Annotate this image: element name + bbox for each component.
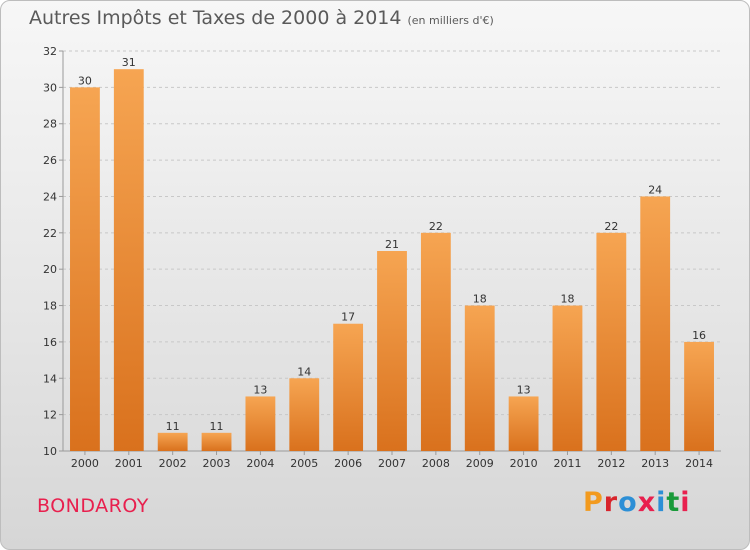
- x-tick-label: 2013: [641, 457, 669, 470]
- data-label: 13: [253, 383, 267, 396]
- place-name: BONDAROY: [37, 495, 149, 517]
- bar-2007: [377, 251, 407, 451]
- y-tick-label: 32: [43, 45, 57, 58]
- x-tick-label: 2003: [203, 457, 231, 470]
- data-label: 21: [385, 238, 399, 251]
- bar-2004: [245, 396, 276, 451]
- logo-letter: x: [637, 487, 657, 518]
- bar-2003: [201, 432, 232, 451]
- data-label: 22: [604, 220, 618, 233]
- y-tick-label: 30: [43, 81, 57, 94]
- bar-2013: [640, 196, 671, 451]
- bars: [70, 69, 714, 451]
- data-label: 22: [429, 220, 443, 233]
- x-tick-label: 2005: [290, 457, 318, 470]
- x-tick-label: 2001: [115, 457, 143, 470]
- data-labels: 30 31 11 11 13 14 17 21 22 18 13 18 22 24 16: [78, 56, 706, 433]
- bar-2011: [552, 305, 583, 451]
- y-tick-label: 10: [43, 445, 57, 458]
- logo-letter: r: [603, 487, 619, 518]
- data-label: 18: [560, 293, 574, 306]
- y-tick-label: 26: [43, 154, 57, 167]
- x-tick-label: 2009: [466, 457, 494, 470]
- bar-2006: [333, 323, 364, 451]
- x-tick-label: 2000: [71, 457, 99, 470]
- bar-2000: [70, 87, 100, 451]
- bar-2005: [289, 378, 320, 451]
- bar-2002: [157, 432, 188, 451]
- data-label: 17: [341, 311, 355, 324]
- data-label: 14: [297, 365, 311, 378]
- logo-letter: i: [656, 487, 667, 518]
- data-label: 30: [78, 74, 92, 87]
- x-tick-label: 2002: [159, 457, 187, 470]
- y-tick-label: 20: [43, 263, 57, 276]
- data-label: 11: [166, 420, 180, 433]
- logo-letter: P: [583, 487, 604, 518]
- data-label: 24: [648, 183, 662, 196]
- logo-letter: t: [666, 487, 681, 518]
- x-tick-label: 2011: [553, 457, 581, 470]
- data-label: 18: [473, 293, 487, 306]
- chart-title-text: Autres Impôts et Taxes de 2000 à 2014: [29, 7, 402, 29]
- y-tick-label: 24: [43, 190, 57, 203]
- y-tick-label: 22: [43, 227, 57, 240]
- y-tick-label: 18: [43, 300, 57, 313]
- proxiti-logo[interactable]: Proxiti: [583, 487, 691, 518]
- bar-2014: [684, 341, 714, 451]
- bar-2008: [420, 232, 451, 451]
- x-tick-label: 2004: [246, 457, 274, 470]
- logo-letter: o: [618, 487, 638, 518]
- x-tick-label: 2014: [685, 457, 713, 470]
- x-tick-label: 2010: [510, 457, 538, 470]
- y-tick-label: 28: [43, 118, 57, 131]
- x-tick-label: 2008: [422, 457, 450, 470]
- x-tick-label: 2012: [597, 457, 625, 470]
- data-label: 16: [692, 329, 706, 342]
- y-tick-label: 14: [43, 372, 57, 385]
- logo-letter: i: [680, 487, 691, 518]
- data-label: 13: [517, 383, 531, 396]
- x-tick-label: 2006: [334, 457, 362, 470]
- y-tick-label: 16: [43, 336, 57, 349]
- y-tick-label: 12: [43, 409, 57, 422]
- bar-2012: [596, 232, 627, 451]
- data-label: 11: [210, 420, 224, 433]
- bar-2009: [464, 305, 495, 451]
- bar-2001: [113, 69, 144, 451]
- chart-unit: (en milliers d'€): [407, 14, 494, 27]
- x-tick-label: 2007: [378, 457, 406, 470]
- chart-title: Autres Impôts et Taxes de 2000 à 2014 (en…: [29, 7, 494, 29]
- data-label: 31: [122, 56, 136, 69]
- bar-2010: [508, 396, 539, 451]
